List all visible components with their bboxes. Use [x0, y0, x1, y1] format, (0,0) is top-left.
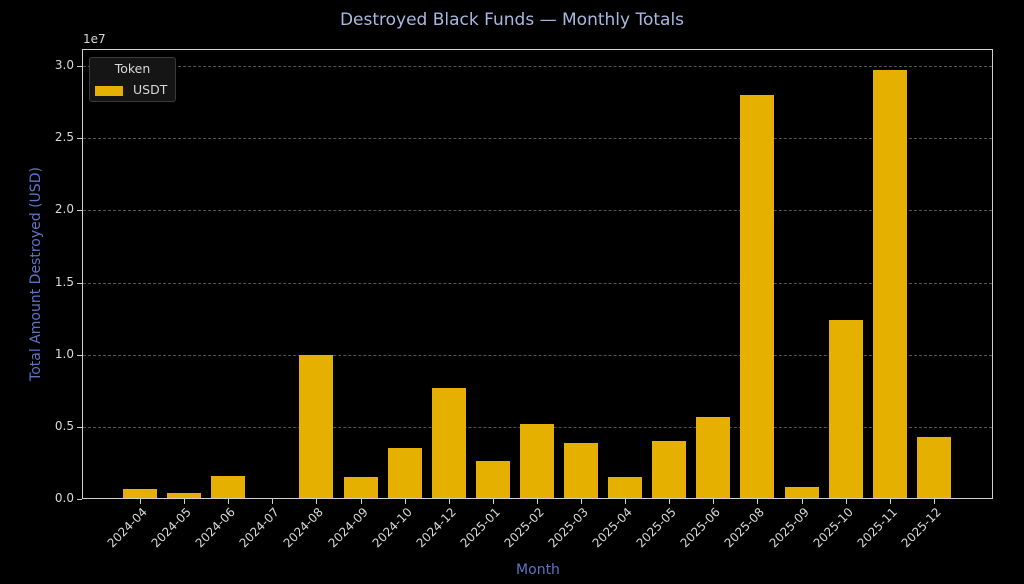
- bar-2025-05: [652, 441, 687, 499]
- x-tick-mark: [404, 499, 406, 504]
- x-tick-mark: [669, 499, 671, 504]
- bar-2025-02: [519, 423, 554, 499]
- legend-title: Token: [114, 61, 151, 76]
- x-tick-label: 2024-06: [192, 505, 239, 551]
- y-tick-mark: [77, 499, 82, 500]
- gridline: [83, 282, 992, 284]
- x-tick-label: 2025-02: [501, 505, 547, 551]
- bar-2024-08: [299, 354, 334, 499]
- x-tick-mark: [801, 499, 803, 504]
- x-tick-mark: [757, 499, 759, 504]
- y-tick-mark: [77, 426, 82, 428]
- bar-2025-04: [608, 477, 643, 499]
- bar-2024-09: [343, 477, 378, 499]
- bar-2025-10: [828, 320, 863, 499]
- y-tick-label: 2.0: [54, 202, 74, 217]
- gridline: [83, 354, 992, 356]
- x-tick-mark: [581, 499, 582, 504]
- x-tick-mark: [713, 499, 715, 504]
- x-tick-label: 2025-09: [766, 505, 812, 551]
- x-tick-mark: [536, 499, 538, 504]
- x-tick-mark: [448, 499, 450, 504]
- y-tick-mark: [77, 66, 82, 68]
- y-tick-label: 1.0: [54, 346, 74, 361]
- x-tick-label: 2025-05: [633, 505, 680, 551]
- x-tick-mark: [140, 499, 141, 504]
- x-tick-mark: [272, 499, 274, 504]
- x-tick-mark: [845, 499, 847, 504]
- bar-2025-06: [696, 416, 731, 499]
- gridline: [83, 66, 992, 68]
- legend-swatch-usdt: [95, 86, 123, 96]
- bar-2024-06: [211, 475, 246, 499]
- x-tick-mark: [889, 499, 891, 504]
- x-tick-mark: [625, 499, 627, 504]
- y-tick-mark: [77, 354, 82, 356]
- y-tick-label: 3.0: [54, 58, 74, 73]
- x-tick-mark: [492, 499, 494, 504]
- bar-2025-11: [872, 70, 907, 499]
- x-tick-mark: [316, 499, 318, 504]
- x-tick-label: 2025-12: [898, 505, 944, 551]
- bar-2025-03: [564, 442, 598, 499]
- legend-label-usdt: USDT: [133, 82, 168, 97]
- y-tick-label: 1.5: [54, 274, 74, 289]
- plot-frame: [82, 49, 993, 499]
- x-tick-mark: [228, 499, 230, 504]
- x-tick-label: 2025-08: [721, 505, 768, 551]
- x-tick-label: 2024-12: [413, 505, 459, 551]
- y-tick-label: 0.5: [54, 418, 74, 433]
- y-tick-mark: [77, 138, 82, 140]
- x-tick-label: 2024-04: [104, 505, 150, 551]
- y-tick-mark: [77, 210, 82, 212]
- x-tick-mark: [360, 499, 362, 504]
- x-tick-label: 2025-01: [457, 505, 503, 551]
- x-tick-mark: [184, 499, 186, 504]
- x-tick-label: 2024-05: [148, 505, 194, 551]
- bar-2025-01: [475, 461, 510, 499]
- y-tick-label: 0.0: [54, 491, 74, 505]
- bar-2024-12: [431, 387, 466, 499]
- x-tick-label: 2025-03: [545, 505, 591, 551]
- x-axis-label: Month: [516, 562, 560, 578]
- y-tick-label: 2.5: [54, 130, 74, 145]
- x-tick-label: 2025-10: [810, 505, 856, 551]
- bar-2025-12: [916, 436, 951, 499]
- gridline: [83, 138, 992, 140]
- x-tick-label: 2025-11: [854, 505, 900, 551]
- x-tick-label: 2025-06: [677, 505, 724, 551]
- gridline: [83, 210, 992, 212]
- bar-2024-05: [167, 493, 202, 499]
- x-tick-label: 2024-09: [325, 505, 371, 551]
- y-tick-mark: [77, 282, 82, 284]
- x-tick-label: 2024-08: [280, 505, 327, 551]
- x-tick-label: 2024-07: [236, 505, 283, 551]
- bar-2025-09: [784, 487, 819, 499]
- bar-2024-10: [387, 448, 422, 499]
- x-tick-label: 2024-10: [369, 505, 415, 551]
- x-tick-mark: [933, 499, 935, 504]
- bar-2025-08: [740, 94, 775, 499]
- chart-title: Destroyed Black Funds — Monthly Totals: [339, 10, 685, 30]
- legend: Token USDT: [89, 57, 176, 102]
- bar-2024-04: [123, 488, 157, 499]
- y-axis-exponent: 1e7: [83, 32, 106, 46]
- x-tick-label: 2025-04: [589, 505, 635, 551]
